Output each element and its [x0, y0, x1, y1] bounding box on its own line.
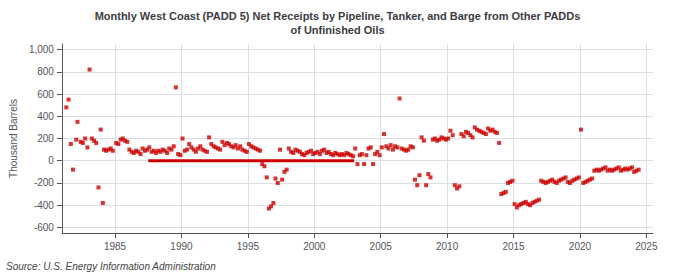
svg-text:-600: -600	[34, 222, 54, 233]
svg-text:2025: 2025	[635, 241, 658, 252]
svg-text:600: 600	[37, 89, 54, 100]
svg-text:Monthly West Coast (PADD 5) Ne: Monthly West Coast (PADD 5) Net Receipts…	[95, 10, 581, 22]
svg-text:400: 400	[37, 111, 54, 122]
svg-text:Thousand Barrels: Thousand Barrels	[8, 99, 19, 178]
svg-text:2015: 2015	[502, 241, 525, 252]
svg-text:-200: -200	[34, 177, 54, 188]
svg-text:1,000: 1,000	[29, 44, 54, 55]
svg-text:of Unfinished Oils: of Unfinished Oils	[290, 24, 384, 36]
svg-text:0: 0	[48, 155, 54, 166]
svg-text:1995: 1995	[237, 241, 260, 252]
svg-text:1985: 1985	[104, 241, 127, 252]
svg-text:-400: -400	[34, 200, 54, 211]
svg-text:800: 800	[37, 66, 54, 77]
svg-text:1990: 1990	[170, 241, 193, 252]
svg-text:2020: 2020	[569, 241, 592, 252]
svg-text:2005: 2005	[370, 241, 393, 252]
svg-text:2000: 2000	[303, 241, 326, 252]
svg-text:200: 200	[37, 133, 54, 144]
svg-text:2010: 2010	[436, 241, 459, 252]
svg-text:Source: U.S. Energy Informatio: Source: U.S. Energy Information Administ…	[6, 261, 216, 272]
